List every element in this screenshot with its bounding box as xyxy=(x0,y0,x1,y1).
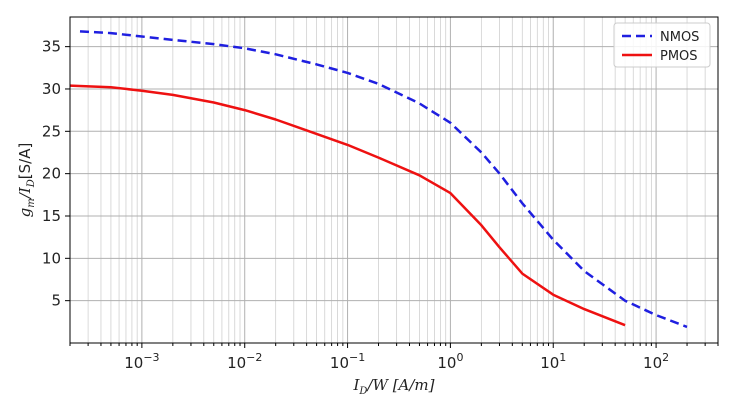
x-tick-label: 100 xyxy=(437,351,463,372)
x-tick-label: 102 xyxy=(643,351,669,372)
series-layer xyxy=(69,30,688,329)
series-line-pmos xyxy=(69,84,626,327)
y-tick-label: 15 xyxy=(42,207,61,225)
y-tick-label: 25 xyxy=(42,122,61,140)
x-tick-label: 10−3 xyxy=(124,351,159,372)
x-axis-label: ID/W [A/m] xyxy=(352,376,434,397)
y-tick-label: 5 xyxy=(51,292,61,310)
plot-area xyxy=(69,16,719,344)
y-tick-label: 10 xyxy=(42,249,61,267)
y-axis-label: gm/ID[S/A] xyxy=(16,143,37,218)
legend: NMOS PMOS xyxy=(613,22,711,68)
series-line-nmos xyxy=(79,30,688,329)
legend-label-nmos: NMOS xyxy=(660,30,699,45)
legend-label-pmos: PMOS xyxy=(660,49,698,64)
grid xyxy=(69,17,719,343)
x-tick-label: 10−1 xyxy=(330,351,365,372)
x-tick-label: 10−2 xyxy=(227,351,262,372)
axis-ticks: 10−3 10−2 10−1 100 101 102 5 10 15 20 25 30 35 xyxy=(42,38,719,372)
x-tick-label: 101 xyxy=(540,351,566,372)
y-tick-label: 20 xyxy=(42,165,61,183)
y-tick-label: 30 xyxy=(42,80,61,98)
y-tick-label: 35 xyxy=(42,38,61,56)
